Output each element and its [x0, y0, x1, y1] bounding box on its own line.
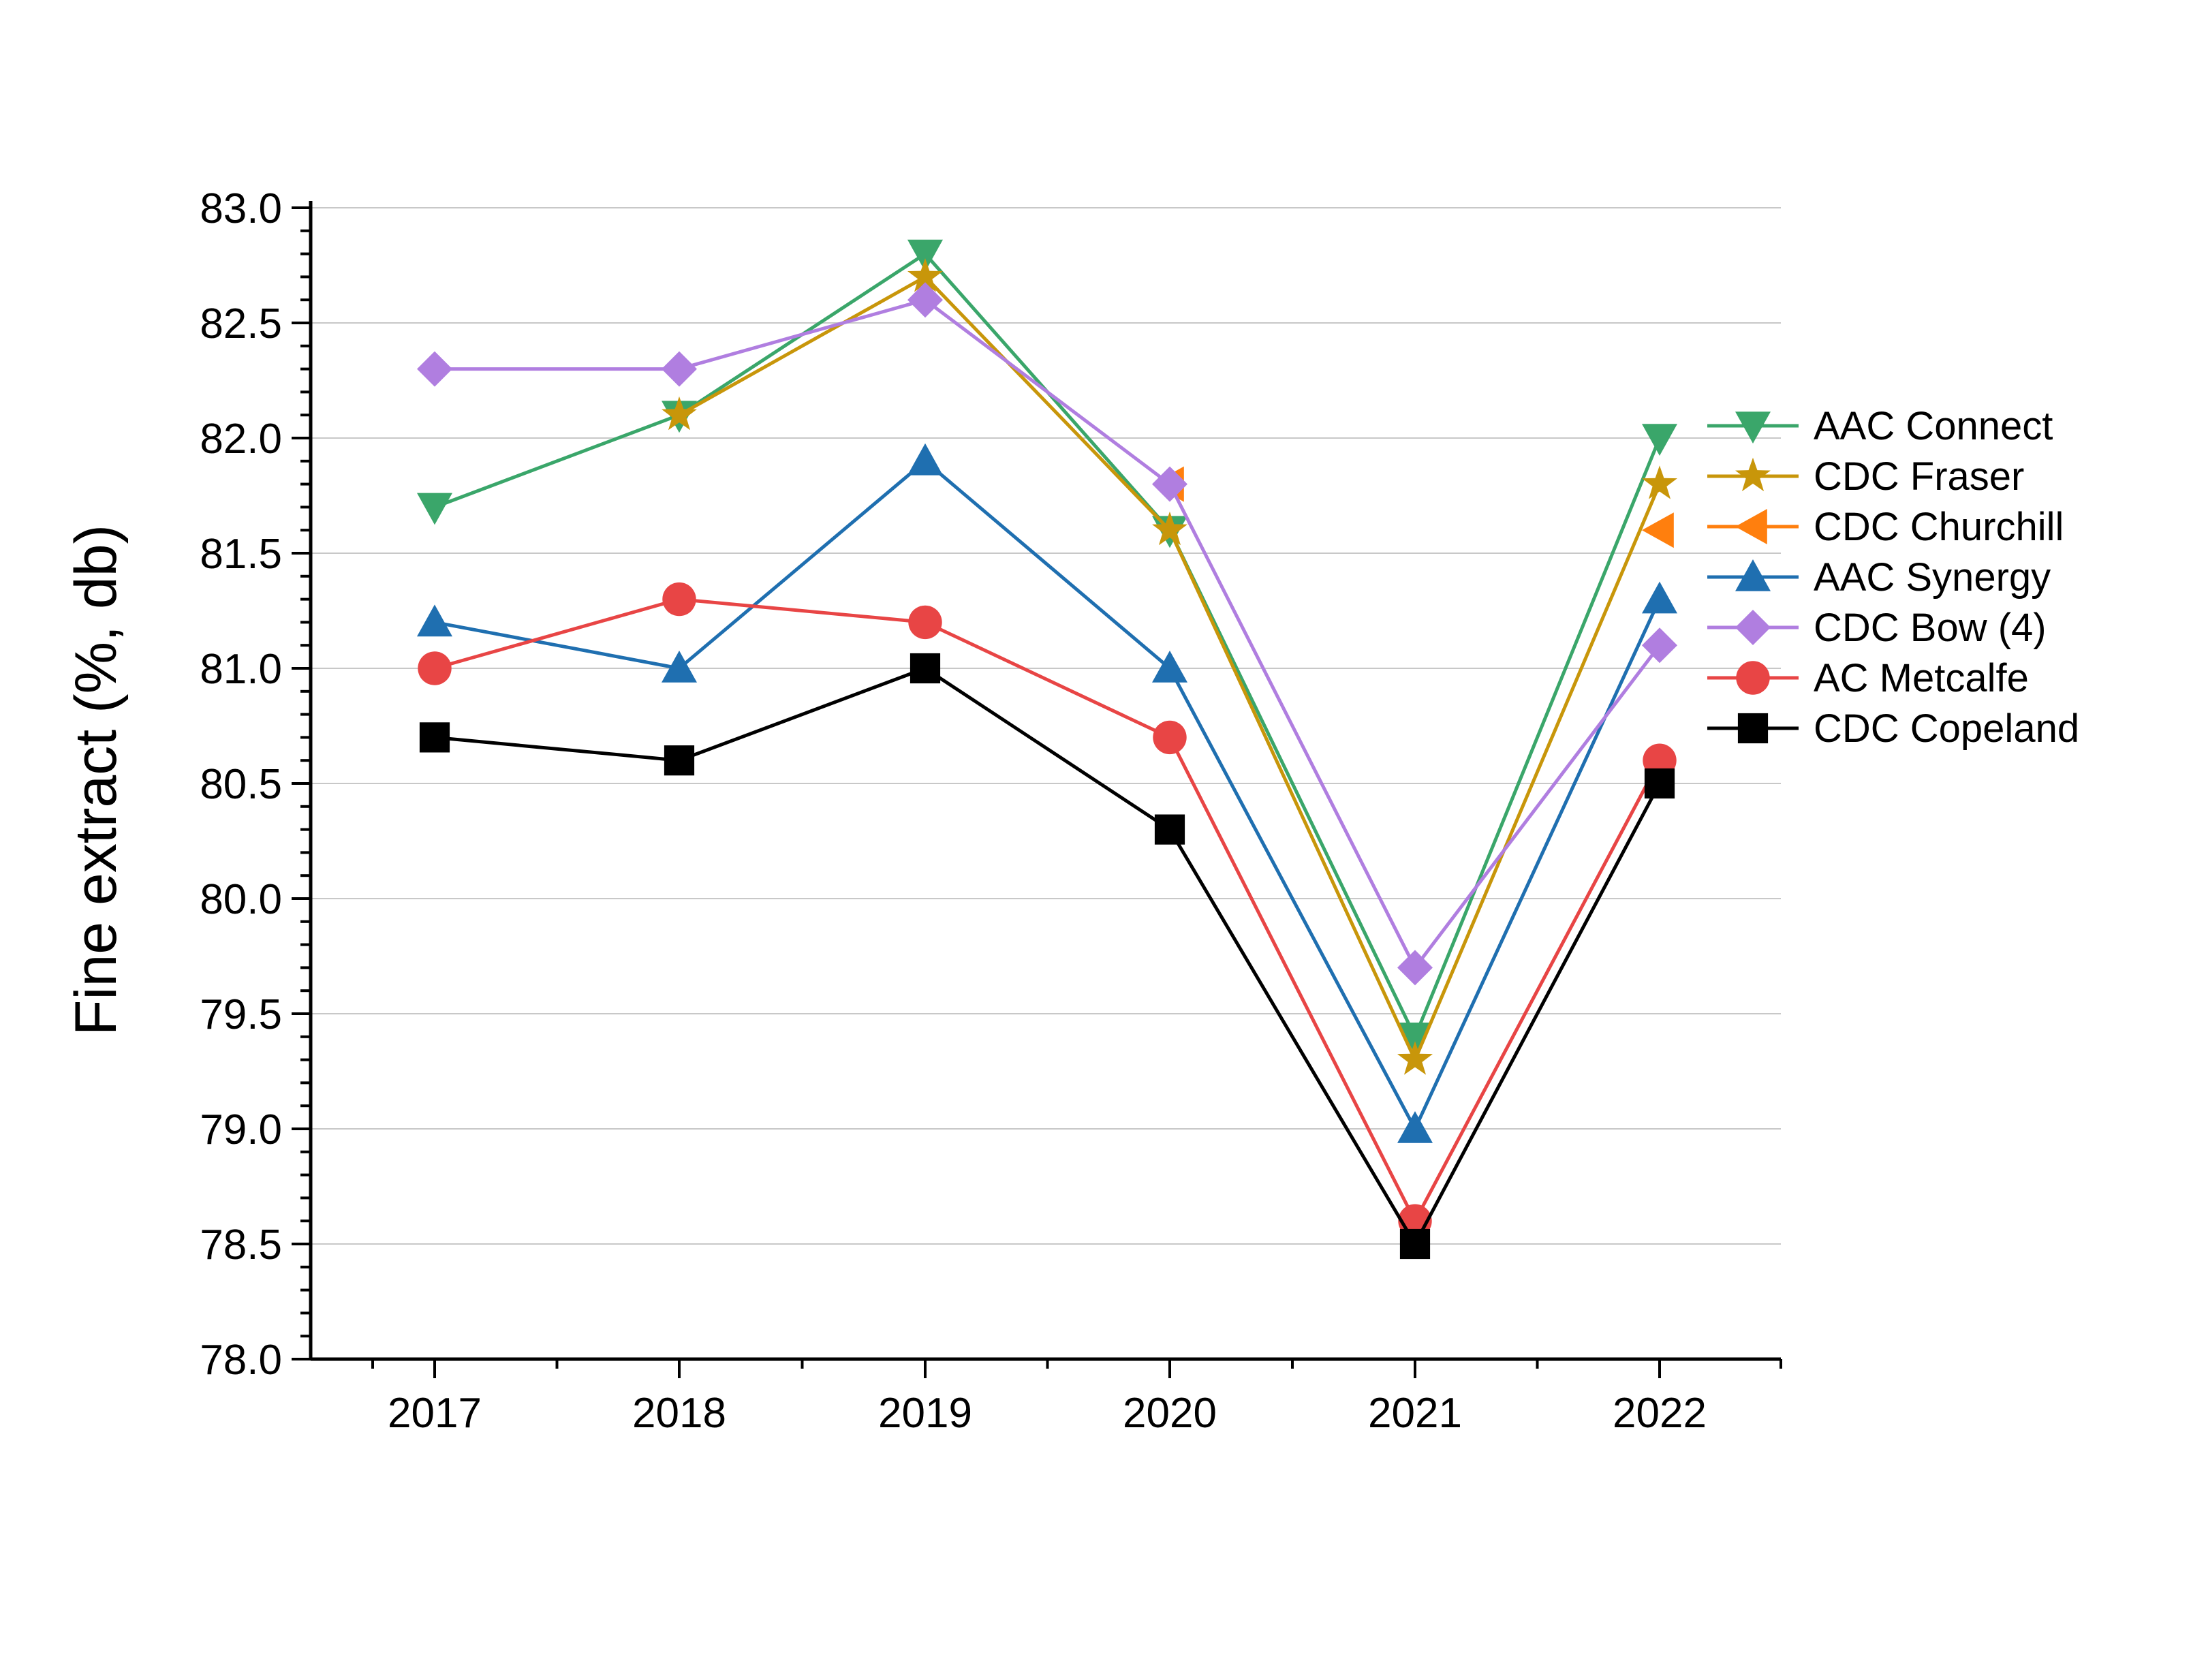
y-axis-title: Fine extract (%, db) [63, 525, 129, 1036]
legend-marker [1736, 661, 1770, 695]
legend-label: AAC Synergy [1814, 555, 2051, 600]
data-point [910, 653, 941, 684]
legend-marker [1735, 509, 1767, 544]
data-point [419, 722, 450, 753]
y-tick-label: 78.5 [200, 1222, 282, 1269]
series-line [434, 666, 1662, 1246]
data-point [1397, 1041, 1433, 1075]
data-point [1642, 465, 1677, 499]
data-point [1154, 814, 1185, 845]
series-cdc-bow-4- [417, 282, 1677, 986]
legend-marker [1735, 559, 1771, 591]
data-point [662, 582, 696, 617]
axes: 78.0 78.5 79.0 79.5 80.0 80.5 81.0 81.5 82.0 82.5… [200, 185, 1782, 1437]
data-point [908, 605, 942, 640]
legend-marker [1735, 610, 1771, 645]
y-tick-label: 79.0 [200, 1106, 282, 1153]
series-aac-connect [417, 239, 1677, 1055]
x-tick-label: 2019 [878, 1390, 972, 1437]
data-point [664, 745, 695, 776]
data-point [1644, 768, 1675, 799]
data-point [907, 282, 943, 318]
data-point [1642, 627, 1677, 664]
legend-item: CDC Bow (4) [1707, 606, 2047, 650]
y-tick-label: 78.0 [200, 1337, 282, 1384]
data-point [1397, 1023, 1433, 1055]
y-tick-label: 79.5 [200, 991, 282, 1038]
y-tick-label: 81.0 [200, 646, 282, 693]
legend-item: CDC Copeland [1707, 706, 2079, 751]
data-point [1152, 511, 1187, 546]
y-tick-label: 82.0 [200, 416, 282, 463]
series-line [434, 459, 1662, 1131]
legend-label: CDC Churchill [1814, 505, 2064, 549]
y-tick-label: 81.5 [200, 531, 282, 578]
y-tick-label: 82.5 [200, 300, 282, 347]
data-point [417, 351, 452, 387]
data-point [907, 258, 943, 292]
series-ac-metcalfe [418, 582, 1677, 1238]
data-point [1152, 466, 1187, 502]
legend: AAC Connect CDC Fraser CDC Churchill AAC Sy… [1707, 404, 2079, 751]
y-tick-label: 83.0 [200, 185, 282, 232]
legend-item: CDC Churchill [1707, 505, 2064, 549]
data-point [1642, 512, 1674, 548]
data-point [662, 396, 697, 431]
data-point [907, 443, 943, 476]
legend-label: CDC Copeland [1814, 706, 2079, 751]
data-point [1152, 651, 1187, 683]
data-point [418, 651, 452, 685]
legend-item: CDC Fraser [1707, 454, 2024, 499]
x-tick-label: 2021 [1368, 1390, 1462, 1437]
legend-label: CDC Fraser [1814, 454, 2024, 499]
legend-marker [1735, 411, 1771, 444]
series-aac-synergy [417, 443, 1677, 1143]
series-cdc-copeland [419, 653, 1675, 1260]
grid-lines [311, 207, 1781, 1245]
data-point [1397, 950, 1433, 986]
legend-item: AC Metcalfe [1707, 656, 2029, 700]
data-point [417, 604, 452, 637]
data-point [907, 239, 943, 272]
legend-item: AAC Synergy [1707, 555, 2051, 600]
legend-marker [1737, 713, 1769, 744]
legend-label: AAC Connect [1814, 404, 2053, 448]
data-point [662, 351, 697, 387]
legend-label: CDC Bow (4) [1814, 606, 2047, 650]
x-tick-label: 2018 [632, 1390, 726, 1437]
data-point [1399, 1228, 1431, 1260]
legend-marker [1735, 457, 1771, 492]
data-point [1642, 581, 1677, 614]
data-point [1397, 1111, 1433, 1143]
series-line [435, 298, 1661, 969]
data-point [662, 651, 697, 683]
series-cdc-churchill [1152, 466, 1674, 548]
legend-label: AC Metcalfe [1814, 656, 2029, 700]
series-lines [417, 239, 1677, 1260]
legend-item: AAC Connect [1707, 404, 2053, 448]
data-point [1642, 424, 1677, 456]
data-point [417, 493, 452, 525]
x-tick-label: 2020 [1123, 1390, 1217, 1437]
x-tick-label: 2022 [1613, 1390, 1707, 1437]
x-tick-label: 2017 [388, 1390, 482, 1437]
series-line [434, 597, 1662, 1223]
y-tick-label: 80.0 [200, 876, 282, 923]
data-point [1153, 720, 1187, 755]
y-tick-label: 80.5 [200, 761, 282, 808]
